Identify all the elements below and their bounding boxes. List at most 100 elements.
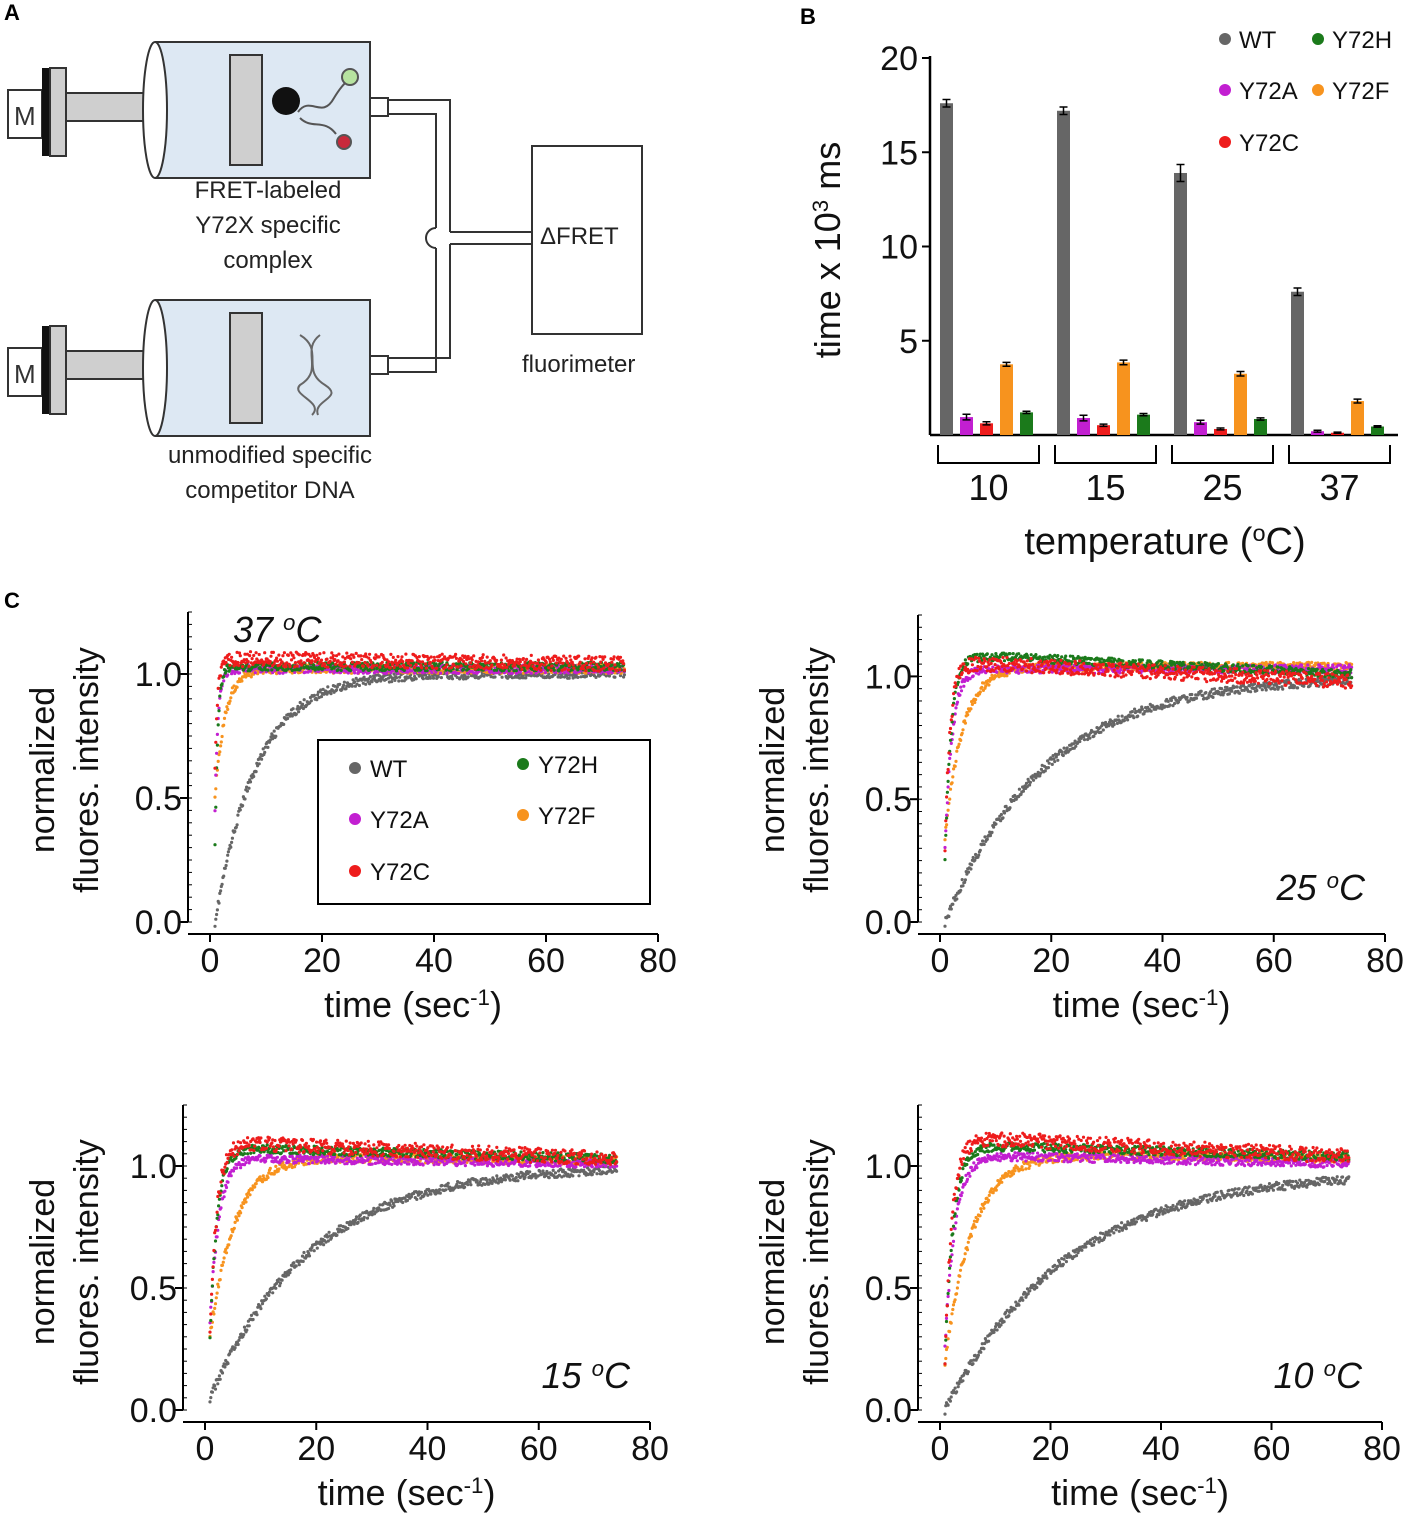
data-point bbox=[949, 718, 953, 722]
top-syringe: M bbox=[7, 41, 389, 179]
plunger-head-bottom bbox=[229, 312, 263, 424]
data-point bbox=[396, 671, 400, 676]
legend-label-y72h: Y72H bbox=[1332, 27, 1392, 54]
data-point bbox=[548, 660, 552, 664]
data-point bbox=[549, 668, 553, 673]
y-tick-label-b: 15 bbox=[880, 134, 918, 172]
data-point bbox=[224, 863, 228, 868]
data-point bbox=[1112, 722, 1116, 727]
data-point bbox=[590, 656, 594, 660]
data-point bbox=[960, 671, 964, 675]
y-axis-label-line2: fluores. intensity bbox=[68, 647, 106, 893]
data-point bbox=[260, 757, 264, 761]
error-bar-y72a bbox=[1196, 419, 1205, 425]
data-point bbox=[578, 660, 582, 664]
data-point bbox=[466, 675, 470, 679]
top-syringe-label-line2: Y72X specific bbox=[195, 212, 340, 239]
data-point bbox=[320, 667, 324, 672]
data-point bbox=[263, 750, 267, 755]
data-point bbox=[1347, 663, 1351, 667]
data-point bbox=[246, 660, 250, 664]
data-point bbox=[958, 693, 962, 697]
data-point bbox=[948, 797, 952, 801]
data-point bbox=[1270, 661, 1275, 665]
data-point bbox=[994, 822, 998, 826]
data-point bbox=[970, 663, 975, 667]
x-tick-label-b: 25 bbox=[1202, 467, 1242, 508]
series-y72a bbox=[943, 663, 1354, 850]
data-point bbox=[248, 654, 252, 658]
data-point bbox=[308, 654, 313, 658]
data-point bbox=[1182, 663, 1186, 667]
data-point bbox=[576, 675, 580, 680]
bottom-syringe-label-line2: competitor DNA bbox=[185, 477, 354, 504]
data-point bbox=[966, 662, 970, 666]
bottom-syringe: M bbox=[7, 299, 389, 437]
data-point bbox=[463, 674, 467, 678]
data-point bbox=[378, 674, 382, 678]
data-point bbox=[1043, 769, 1047, 773]
data-point bbox=[326, 665, 330, 669]
data-point bbox=[963, 658, 968, 662]
data-point bbox=[482, 674, 486, 678]
data-point bbox=[263, 668, 268, 672]
data-point bbox=[414, 677, 418, 681]
data-point bbox=[375, 663, 379, 667]
data-point bbox=[243, 797, 247, 801]
data-point bbox=[384, 677, 388, 682]
x-tick-label-b: 37 bbox=[1319, 467, 1359, 508]
data-point bbox=[1008, 806, 1012, 810]
data-point bbox=[215, 751, 219, 755]
data-point bbox=[472, 663, 477, 667]
data-point bbox=[230, 655, 234, 659]
data-point bbox=[969, 867, 973, 871]
data-point bbox=[568, 654, 572, 658]
data-point bbox=[286, 653, 290, 658]
data-point bbox=[263, 745, 268, 749]
data-point bbox=[1118, 668, 1123, 672]
data-point bbox=[990, 653, 994, 657]
data-point bbox=[1306, 667, 1311, 671]
barrel-rim-bottom bbox=[142, 299, 168, 437]
data-point bbox=[439, 676, 443, 680]
legend-marker-y72a bbox=[1219, 84, 1231, 96]
y-tick-label: 0.5 bbox=[135, 780, 182, 818]
data-point bbox=[988, 658, 992, 662]
bar-y72f bbox=[1117, 362, 1130, 435]
data-point bbox=[985, 837, 989, 841]
data-point bbox=[947, 751, 951, 755]
bar-y72a bbox=[1311, 431, 1324, 435]
data-point bbox=[459, 664, 463, 668]
data-point bbox=[247, 664, 251, 668]
data-point bbox=[366, 664, 370, 668]
data-point bbox=[218, 750, 222, 754]
data-point bbox=[413, 671, 417, 675]
data-point bbox=[405, 666, 410, 670]
data-point bbox=[227, 701, 231, 706]
data-point bbox=[570, 673, 574, 677]
data-point bbox=[378, 665, 382, 669]
data-point bbox=[1306, 663, 1310, 667]
data-point bbox=[217, 753, 221, 757]
data-point bbox=[945, 823, 949, 827]
panel-label-c: C bbox=[4, 588, 20, 613]
data-point bbox=[551, 658, 556, 663]
data-point bbox=[387, 660, 391, 664]
data-point bbox=[213, 766, 217, 770]
data-point bbox=[261, 747, 265, 751]
data-point bbox=[1140, 707, 1144, 711]
data-point bbox=[1259, 665, 1264, 669]
error-bar-y72h bbox=[1373, 425, 1382, 429]
data-point bbox=[315, 698, 319, 702]
bar-y72h bbox=[1020, 412, 1033, 435]
data-point bbox=[550, 664, 554, 668]
data-point bbox=[1315, 667, 1319, 672]
y-axis-label-line2: fluores. intensity bbox=[798, 647, 836, 893]
error-bar-y72f bbox=[1236, 370, 1245, 377]
data-point bbox=[224, 669, 228, 673]
x-tick-label-b: 10 bbox=[968, 467, 1008, 508]
data-point bbox=[536, 658, 541, 662]
data-point bbox=[1255, 688, 1259, 693]
data-point bbox=[607, 671, 611, 675]
error-bar-wt bbox=[1059, 106, 1068, 116]
